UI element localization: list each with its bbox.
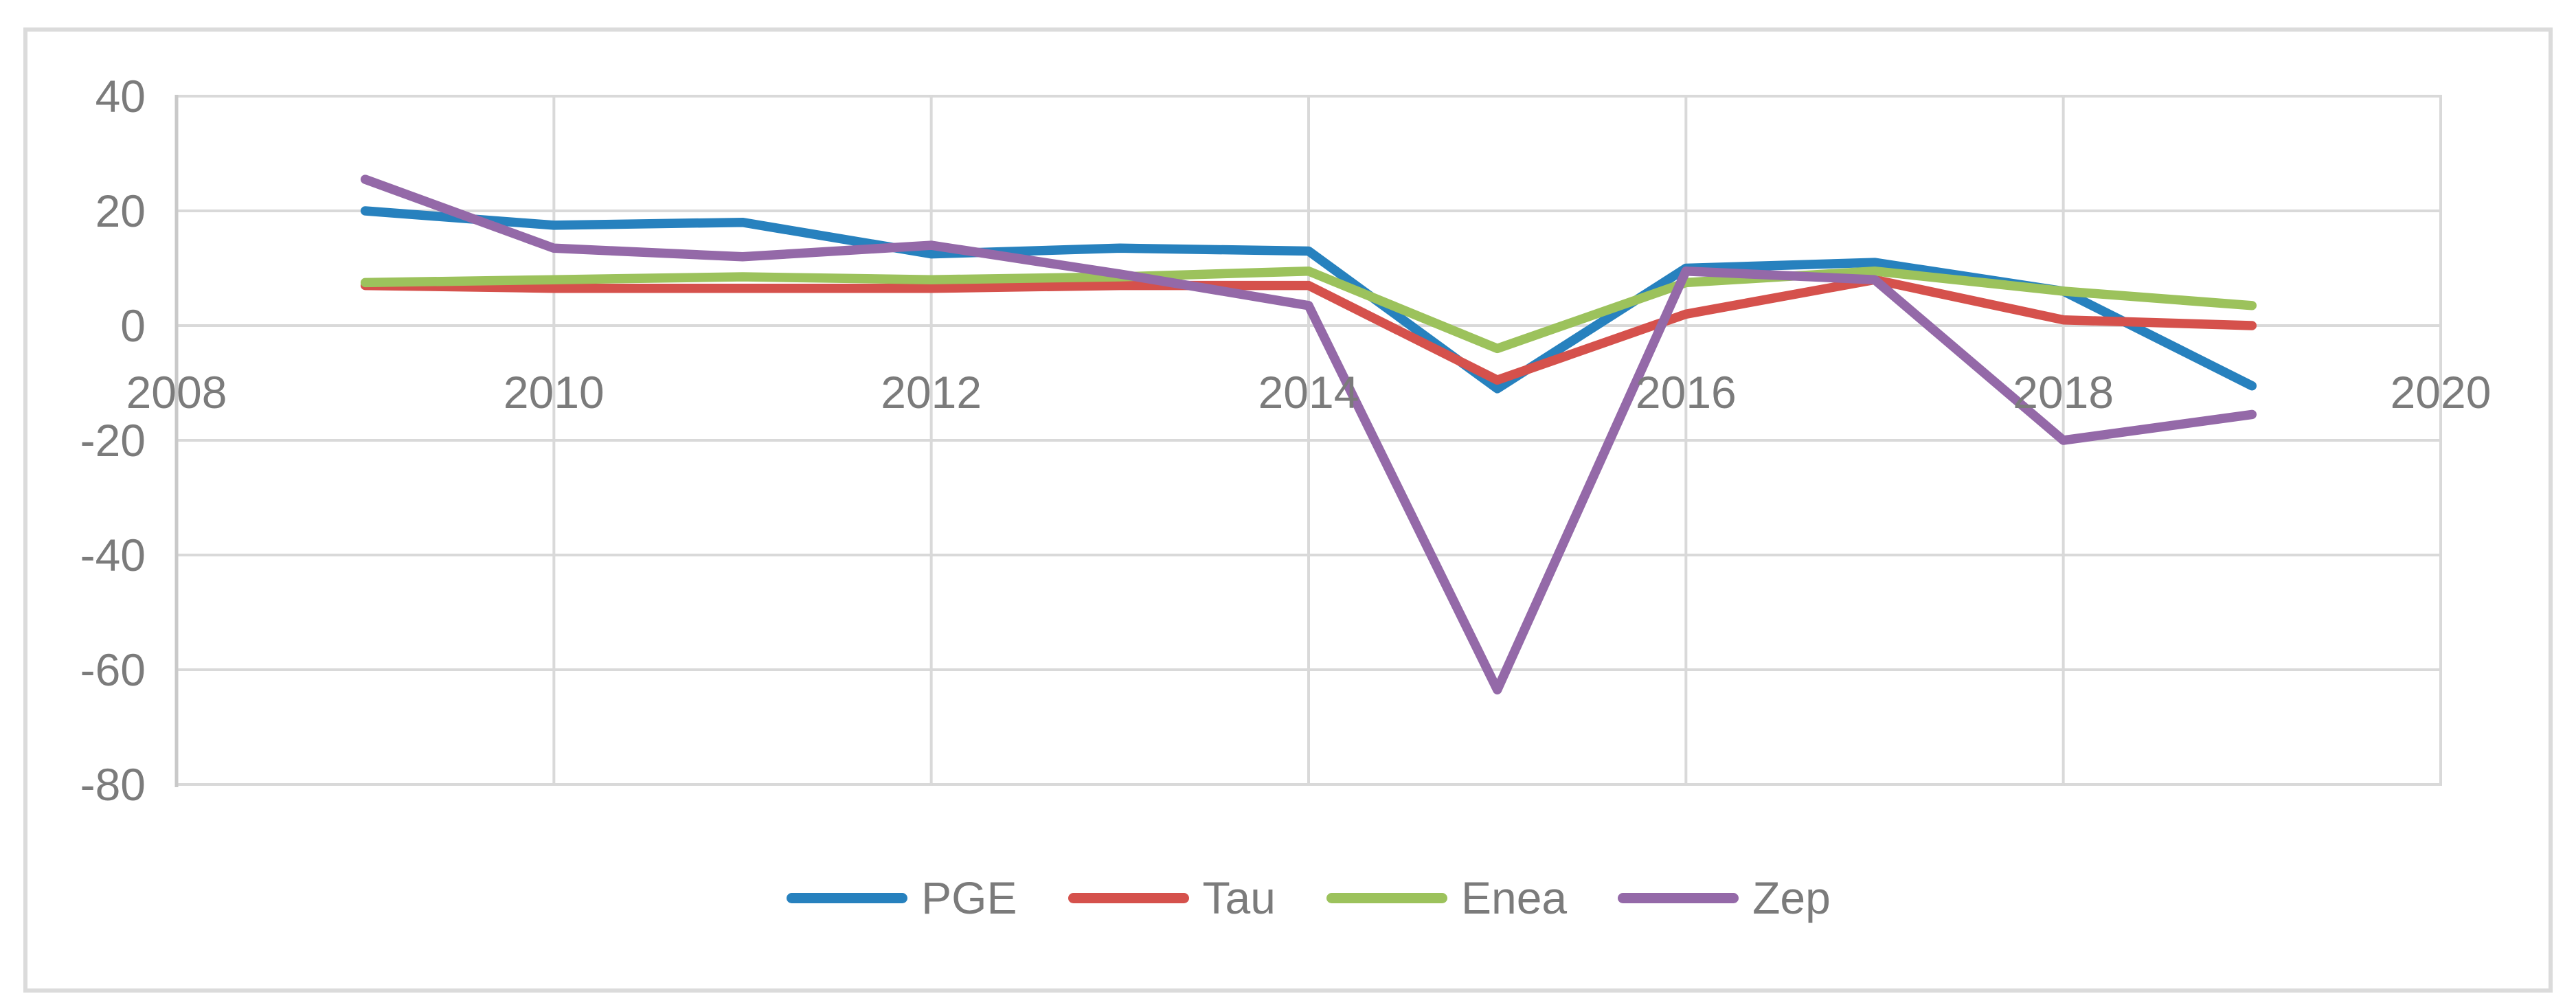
legend-item-enea: Enea (1326, 875, 1567, 920)
x-axis-label: 2016 (1635, 367, 1737, 418)
x-axis-label: 2018 (2013, 367, 2114, 418)
y-axis-label: 0 (120, 300, 146, 351)
x-axis-label: 2012 (881, 367, 982, 418)
legend-item-pge: PGE (787, 875, 1017, 920)
series-line-pge (360, 206, 2257, 394)
legend-label: Enea (1460, 872, 1568, 923)
legend-item-zep: Zep (1618, 875, 1831, 920)
legend-swatch-zep (1618, 892, 1739, 903)
y-axis-label: -20 (80, 415, 146, 466)
legend-swatch-tau (1067, 892, 1189, 903)
x-axis-label: 2008 (126, 367, 227, 418)
legend-label: Zep (1752, 872, 1831, 923)
x-axis-label: 2014 (1258, 367, 1359, 418)
y-axis-label: -80 (80, 759, 146, 810)
x-axis-label: 2010 (503, 367, 605, 418)
chart-legend: PGE Tau Enea Zep (177, 874, 2441, 922)
legend-item-tau: Tau (1067, 872, 1276, 923)
y-axis-label: 40 (95, 71, 146, 122)
legend-swatch-enea (1326, 892, 1447, 903)
legend-swatch-pge (787, 892, 908, 903)
series-line-enea (360, 266, 2257, 354)
y-axis-label: -40 (80, 530, 146, 580)
series-line-zep (360, 174, 2257, 694)
series-line-tau (360, 275, 2257, 385)
y-axis-label: 20 (95, 185, 146, 236)
legend-label: PGE (921, 872, 1017, 923)
legend-label: Tau (1202, 872, 1276, 923)
y-axis-label: -60 (80, 644, 146, 695)
x-axis-label: 2020 (2390, 367, 2492, 418)
